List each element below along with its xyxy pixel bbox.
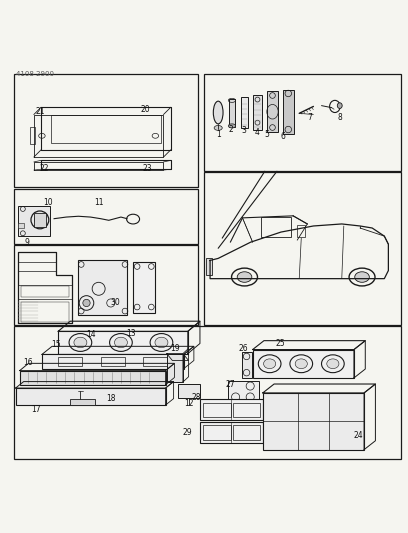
Bar bbox=[206, 259, 212, 274]
Bar bbox=[283, 90, 294, 134]
Bar bbox=[42, 354, 184, 369]
Text: 6: 6 bbox=[281, 132, 286, 141]
Bar bbox=[70, 399, 95, 405]
Text: 9: 9 bbox=[24, 238, 29, 247]
Bar bbox=[51, 115, 161, 142]
Ellipse shape bbox=[337, 103, 342, 108]
Text: 2: 2 bbox=[229, 125, 233, 134]
Bar bbox=[18, 206, 50, 236]
Ellipse shape bbox=[115, 337, 127, 348]
Bar bbox=[203, 425, 231, 440]
Text: 13: 13 bbox=[126, 329, 136, 338]
Text: 10: 10 bbox=[43, 198, 53, 207]
Bar bbox=[13, 245, 198, 325]
Bar bbox=[58, 332, 188, 353]
Bar bbox=[200, 422, 263, 443]
Bar bbox=[78, 261, 127, 315]
Bar bbox=[253, 95, 262, 130]
Text: 1: 1 bbox=[216, 130, 221, 139]
Ellipse shape bbox=[35, 215, 45, 225]
Bar bbox=[34, 213, 46, 227]
Bar bbox=[203, 402, 231, 417]
Bar bbox=[233, 402, 259, 417]
Text: 19: 19 bbox=[170, 344, 180, 353]
Text: 4: 4 bbox=[254, 128, 259, 138]
Text: 25: 25 bbox=[275, 339, 285, 348]
Text: 29: 29 bbox=[183, 428, 193, 437]
Bar bbox=[261, 217, 291, 237]
Bar bbox=[20, 370, 166, 385]
Text: 7: 7 bbox=[307, 113, 312, 122]
Text: 5: 5 bbox=[265, 130, 270, 139]
Ellipse shape bbox=[74, 337, 87, 348]
Ellipse shape bbox=[38, 217, 42, 222]
Bar bbox=[13, 327, 401, 459]
Text: 24: 24 bbox=[353, 431, 363, 440]
Bar bbox=[167, 353, 183, 382]
Bar bbox=[143, 357, 168, 366]
Bar bbox=[233, 425, 259, 440]
Bar bbox=[204, 74, 401, 171]
Text: 23: 23 bbox=[142, 164, 152, 173]
Bar bbox=[21, 286, 69, 297]
Bar bbox=[58, 357, 82, 366]
Bar bbox=[242, 352, 252, 378]
Ellipse shape bbox=[237, 272, 252, 282]
Ellipse shape bbox=[264, 359, 276, 369]
Text: 27: 27 bbox=[226, 379, 235, 389]
Text: 12: 12 bbox=[184, 399, 193, 408]
Ellipse shape bbox=[295, 359, 307, 369]
Text: 22: 22 bbox=[39, 164, 49, 173]
Bar bbox=[253, 350, 354, 378]
Bar bbox=[13, 189, 198, 244]
Bar bbox=[267, 92, 278, 132]
Text: 14: 14 bbox=[86, 330, 95, 339]
Text: 4108 2900: 4108 2900 bbox=[16, 71, 53, 77]
Ellipse shape bbox=[83, 300, 90, 306]
Bar bbox=[101, 357, 125, 366]
Bar bbox=[228, 381, 259, 402]
Text: 17: 17 bbox=[31, 405, 41, 414]
Bar bbox=[297, 225, 305, 237]
Text: 28: 28 bbox=[191, 393, 201, 402]
Text: 30: 30 bbox=[110, 298, 120, 308]
Text: 15: 15 bbox=[51, 340, 61, 349]
Bar bbox=[133, 262, 155, 313]
Ellipse shape bbox=[214, 125, 222, 131]
Bar bbox=[241, 97, 248, 127]
Bar bbox=[13, 74, 198, 188]
Bar bbox=[229, 99, 235, 127]
Text: 16: 16 bbox=[23, 359, 33, 367]
Bar bbox=[200, 399, 263, 419]
Ellipse shape bbox=[213, 101, 223, 124]
Bar bbox=[18, 223, 24, 228]
Text: 11: 11 bbox=[94, 198, 103, 207]
Bar bbox=[16, 388, 166, 405]
Text: 20: 20 bbox=[140, 105, 150, 114]
Text: 21: 21 bbox=[35, 107, 44, 116]
Text: 26: 26 bbox=[239, 344, 248, 353]
Text: 18: 18 bbox=[106, 394, 115, 403]
Text: 3: 3 bbox=[241, 126, 246, 135]
Bar bbox=[177, 384, 200, 398]
Ellipse shape bbox=[228, 124, 235, 128]
Ellipse shape bbox=[355, 272, 369, 282]
Bar bbox=[204, 173, 401, 325]
Text: 8: 8 bbox=[337, 113, 342, 122]
Ellipse shape bbox=[155, 337, 168, 348]
Bar bbox=[21, 302, 69, 322]
Bar bbox=[30, 127, 35, 144]
Ellipse shape bbox=[327, 359, 339, 369]
Bar bbox=[263, 393, 364, 450]
